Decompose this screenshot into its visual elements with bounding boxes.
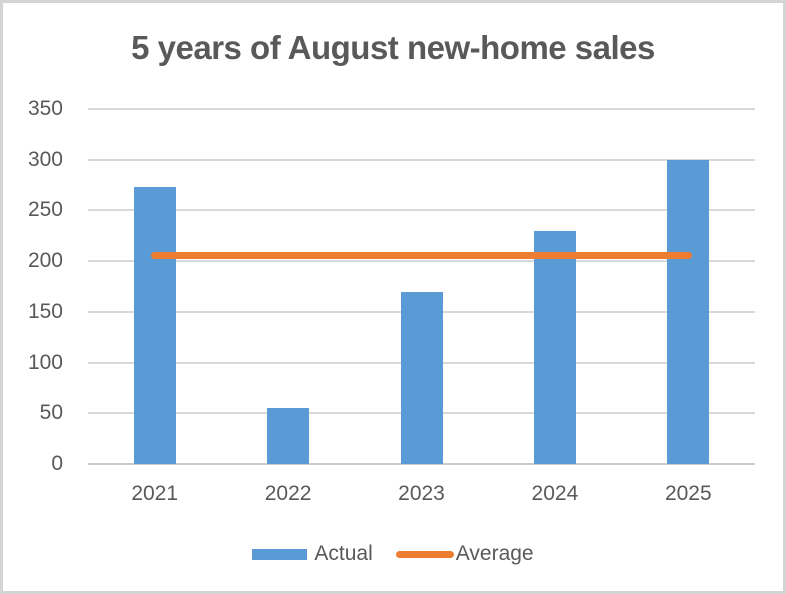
y-axis-label-0: 0: [51, 452, 63, 475]
y-axis-label-200: 200: [27, 249, 63, 273]
y-axis-label-250: 250: [27, 198, 63, 222]
x-axis-label-2025: 2025: [664, 482, 712, 505]
gridline-200: [88, 260, 755, 263]
x-axis-label-2024: 2024: [531, 482, 579, 505]
gridline-350: [88, 108, 755, 110]
bar-2024: [533, 230, 576, 464]
bar-2025: [667, 159, 710, 464]
average-series-swatch: [395, 550, 454, 558]
gridline-300: [88, 158, 755, 161]
x-axis-label-2023: 2023: [398, 482, 445, 505]
y-axis-label-300: 300: [27, 147, 63, 171]
average-line: [150, 251, 693, 259]
y-axis-label-350: 350: [27, 97, 63, 120]
gridline-0: [88, 463, 755, 465]
chart-title: 5 years of August new-home sales: [131, 29, 655, 66]
legend-label-actual: Actual: [314, 542, 373, 565]
legend-label-average: Average: [455, 542, 534, 565]
y-axis-label-50: 50: [39, 401, 63, 425]
legend: Actual Average: [3, 539, 783, 569]
y-axis-label-100: 100: [27, 350, 63, 374]
gridline-250: [88, 209, 755, 212]
y-axis-label-150: 150: [27, 299, 63, 323]
bar-2021: [133, 187, 176, 464]
x-axis-label-2021: 2021: [131, 482, 179, 505]
bar-2023: [400, 291, 443, 464]
bar-2022: [267, 408, 310, 464]
x-axis-label-2022: 2022: [264, 482, 312, 505]
actual-series-swatch: [252, 548, 308, 560]
